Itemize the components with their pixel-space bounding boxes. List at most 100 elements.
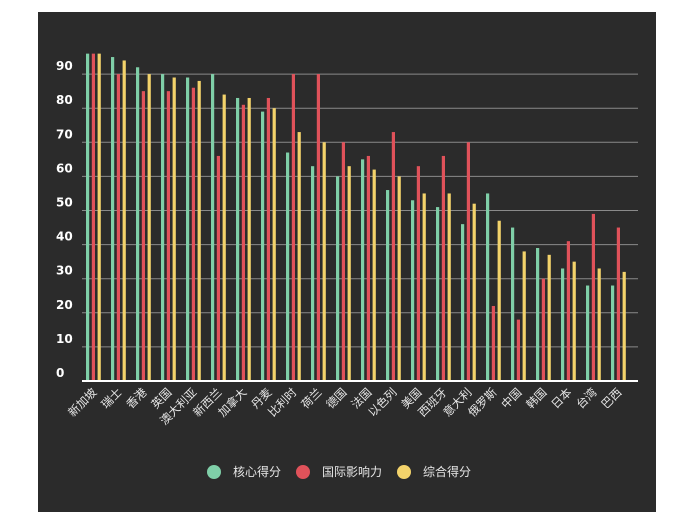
bar-overall <box>572 261 576 381</box>
bar-core <box>236 97 240 381</box>
bar-overall <box>397 176 401 381</box>
x-category-label: 德国 <box>323 385 349 411</box>
legend-label: 综合得分 <box>423 464 471 479</box>
x-category-label: 韩国 <box>523 385 549 411</box>
bar-overall <box>447 193 451 381</box>
bar-influence <box>266 97 270 381</box>
bar-core <box>386 190 390 381</box>
bar-overall <box>272 108 276 381</box>
bar-influence <box>541 278 545 381</box>
bar-core <box>511 227 515 381</box>
bar-overall <box>147 74 151 381</box>
bar-influence <box>616 227 620 381</box>
grid-lines <box>82 73 638 348</box>
bar-influence <box>491 305 495 381</box>
legend: 核心得分 国际影响力 综合得分 <box>207 464 471 479</box>
bar-influence <box>566 241 570 381</box>
legend-swatch-overall <box>397 465 411 479</box>
bar-core <box>86 53 90 381</box>
x-category-label: 巴西 <box>598 385 624 411</box>
x-category-label: 比利时 <box>265 385 300 420</box>
x-category-label: 香港 <box>123 385 150 412</box>
legend-label: 核心得分 <box>233 464 281 479</box>
bar-core <box>586 285 590 381</box>
legend-swatch-core <box>207 465 221 479</box>
bar-influence <box>216 155 220 381</box>
x-category-label: 俄罗斯 <box>465 385 500 420</box>
bar-core <box>186 77 190 381</box>
bar-core <box>361 159 365 381</box>
bar-influence <box>316 74 320 381</box>
bar-overall <box>197 80 201 382</box>
bar-overall <box>472 203 476 381</box>
bar-influence <box>466 142 470 381</box>
bar-core <box>261 111 265 382</box>
legend-swatch-influence <box>296 465 310 479</box>
bar-influence <box>416 166 420 381</box>
legend-label: 国际影响力 <box>322 464 382 479</box>
bar-influence <box>441 155 445 381</box>
x-category-label: 日本 <box>548 385 575 412</box>
bar-overall <box>97 53 101 381</box>
y-tick-label: 60 <box>56 161 73 175</box>
bar-core <box>161 74 165 381</box>
bar-core <box>436 207 440 381</box>
bar-chart: 0 10 20 30 40 50 60 70 80 90 新加坡瑞士香港英国澳大利亚新西兰加拿大丹… <box>56 53 638 479</box>
bar-influence <box>391 132 395 381</box>
bar-influence <box>366 155 370 381</box>
bar-core <box>561 268 565 381</box>
bar-influence <box>591 213 595 381</box>
bar-influence <box>516 319 520 381</box>
bar-overall <box>247 97 251 381</box>
bar-core <box>461 224 465 381</box>
bar-core <box>311 166 315 381</box>
bar-core <box>136 67 140 381</box>
legend-item: 综合得分 <box>397 464 471 479</box>
bar-core <box>111 57 115 382</box>
y-tick-label: 70 <box>56 127 73 141</box>
x-category-label: 以色列 <box>365 385 399 419</box>
bars <box>86 53 626 382</box>
y-axis-ticks: 0 10 20 30 40 50 60 70 80 90 <box>56 59 73 380</box>
x-axis-categories: 新加坡瑞士香港英国澳大利亚新西兰加拿大丹麦比利时荷兰德国法国以色列美国西班牙意大… <box>65 385 624 428</box>
bar-overall <box>297 132 301 381</box>
y-tick-label: 80 <box>56 93 73 107</box>
bar-overall <box>122 60 126 382</box>
legend-item: 核心得分 <box>207 464 281 479</box>
bar-influence <box>241 104 245 381</box>
bar-overall <box>547 254 551 381</box>
x-category-label: 新加坡 <box>65 385 100 420</box>
y-tick-label: 40 <box>56 230 73 244</box>
y-tick-label: 30 <box>56 264 73 278</box>
bar-overall <box>497 220 501 381</box>
bar-overall <box>372 169 376 381</box>
bar-overall <box>422 193 426 381</box>
bar-core <box>286 152 290 381</box>
bar-core <box>411 200 415 381</box>
bar-overall <box>172 77 176 381</box>
bar-core <box>211 74 215 381</box>
bar-influence <box>291 74 295 381</box>
x-category-label: 荷兰 <box>298 385 324 411</box>
x-category-label: 中国 <box>498 385 524 411</box>
bar-influence <box>341 142 345 381</box>
bar-influence <box>141 91 145 382</box>
y-tick-label: 0 <box>56 366 64 380</box>
bar-influence <box>116 74 120 381</box>
bar-influence <box>191 87 195 382</box>
x-category-label: 台湾 <box>573 385 600 412</box>
bar-overall <box>597 268 601 381</box>
bar-overall <box>622 271 626 381</box>
bar-influence <box>166 91 170 382</box>
y-tick-label: 20 <box>56 298 73 312</box>
bar-overall <box>322 142 326 381</box>
bar-overall <box>522 251 526 381</box>
chart-panel: 0 10 20 30 40 50 60 70 80 90 新加坡 瑞士 香港 英国 澳大利亚 新西兰 加拿大丹… <box>38 12 656 512</box>
bar-core <box>486 193 490 381</box>
bar-core <box>336 176 340 381</box>
y-tick-label: 10 <box>56 332 73 346</box>
legend-item: 国际影响力 <box>296 464 382 479</box>
bar-influence <box>91 53 95 381</box>
bar-core <box>536 248 540 381</box>
x-category-label: 加拿大 <box>215 385 250 420</box>
